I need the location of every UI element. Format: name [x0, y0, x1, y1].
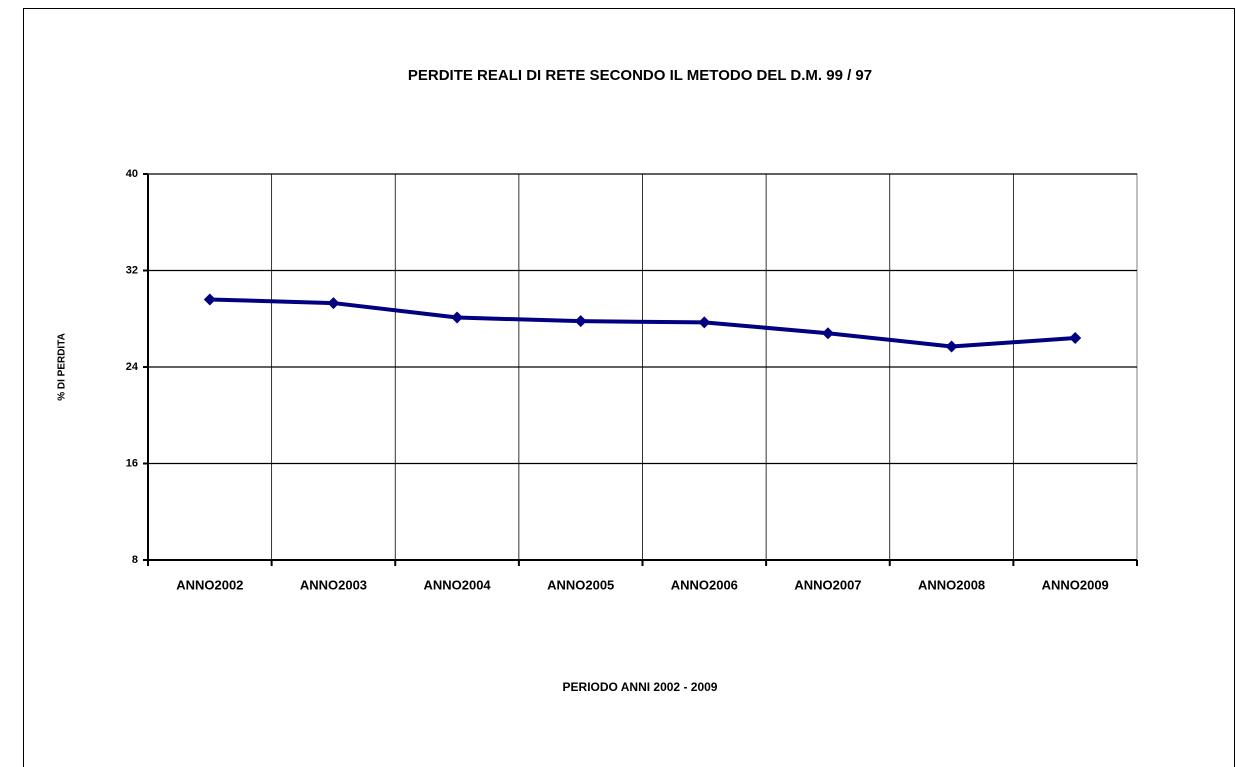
x-tick-label: ANNO2007 [794, 577, 861, 592]
x-tick-label: ANNO2002 [176, 577, 243, 592]
marker [451, 311, 464, 324]
x-axis-label: PERIODO ANNI 2002 - 2009 [563, 680, 718, 694]
x-tick-label: ANNO2004 [423, 577, 491, 592]
y-tick-label: 16 [126, 457, 138, 469]
marker [945, 340, 958, 353]
chart-frame [23, 8, 1235, 767]
marker [574, 315, 587, 328]
x-tick-label: ANNO2008 [918, 577, 985, 592]
y-tick-label: 40 [126, 168, 138, 180]
x-tick-label: ANNO2003 [300, 577, 367, 592]
marker [203, 293, 216, 306]
marker [1069, 332, 1082, 345]
marker [327, 297, 340, 310]
y-tick-label: 24 [126, 361, 139, 373]
marker [821, 327, 834, 340]
x-tick-label: ANNO2009 [1042, 577, 1109, 592]
x-tick-label: ANNO2006 [671, 577, 738, 592]
y-tick-label: 32 [126, 264, 138, 276]
y-axis-label: % DI PERDITA [57, 333, 68, 401]
marker [698, 316, 711, 329]
x-tick-label: ANNO2005 [547, 577, 614, 592]
series-line [209, 297, 1076, 349]
y-tick-label: 8 [132, 554, 138, 566]
chart-title: PERDITE REALI DI RETE SECONDO IL METODO … [408, 67, 872, 84]
